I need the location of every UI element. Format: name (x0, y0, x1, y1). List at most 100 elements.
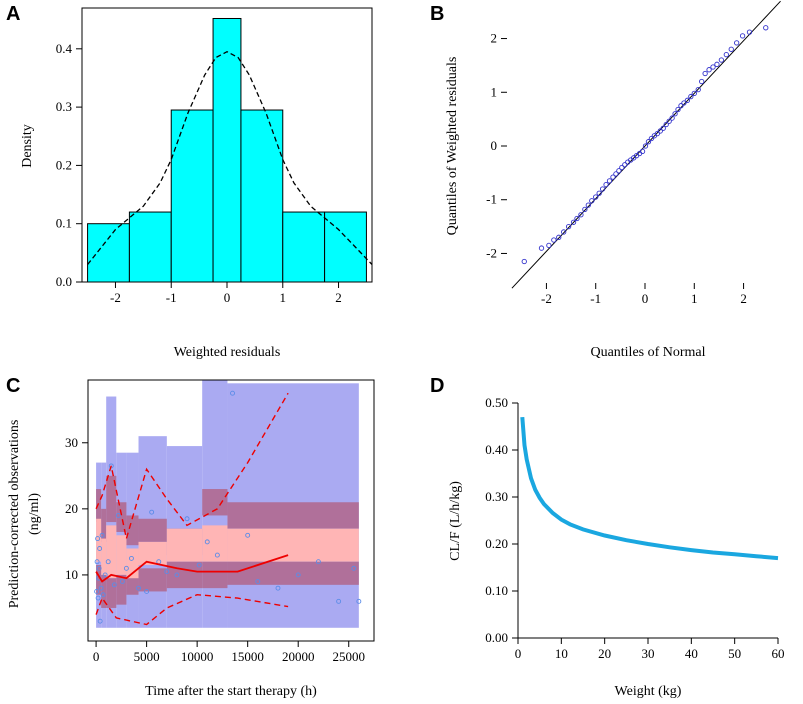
panel-a-y-axis-label: Density (20, 124, 35, 168)
observation-point (123, 565, 129, 571)
panel-c-x-axis-label: Time after the start therapy (h) (145, 684, 317, 699)
panel-c-x-tick-label: 10000 (181, 649, 214, 664)
observation-point (214, 552, 220, 558)
panel-c-bands (96, 380, 359, 628)
observation-point (97, 618, 103, 624)
panel-b-y-tick-label: -1 (486, 192, 497, 207)
panel-b-points (521, 25, 769, 265)
panel-d-y-tick-label: 0.30 (485, 489, 508, 504)
qq-point (706, 67, 712, 73)
panel-c: C 0 5000 10000 15000 20000 25000 10 20 30 Time … (6, 375, 375, 699)
panel-b-y-tick-label: -2 (486, 245, 497, 260)
panel-d-x-tick-label: 50 (728, 646, 741, 661)
qq-point (699, 78, 705, 85)
observation-point (174, 572, 180, 578)
histogram-bar (240, 109, 284, 283)
panel-b-y-tick-label: 0 (491, 138, 498, 153)
panel-c-median-line (95, 554, 289, 583)
panel-c-y-axis-unit: (ng/ml) (27, 493, 42, 535)
qq-point (728, 46, 734, 52)
panel-d-y-tick-label: 0.20 (485, 536, 508, 551)
histogram-bar (170, 109, 214, 283)
histogram-bar (282, 211, 326, 283)
qq-point (675, 106, 681, 113)
panel-d-letter: D (430, 375, 444, 397)
vpc-median-ci-band (166, 528, 203, 562)
qq-point (663, 121, 669, 128)
panel-d-y-tick-label: 0.10 (485, 583, 508, 598)
vpc-p5-ci-band (101, 574, 107, 608)
vpc-median-ci-band (101, 538, 107, 579)
qq-point (714, 61, 720, 67)
panel-c-p95-line (95, 392, 289, 539)
panel-d-x-tick-label: 10 (555, 646, 568, 661)
observation-point (245, 532, 251, 538)
qq-point (648, 135, 655, 142)
qq-point (746, 29, 753, 35)
panel-b-reference-line (511, 0, 781, 289)
panel-b-x-ticks: -2 -1 0 1 2 (541, 283, 747, 306)
panel-c-y-tick-label: 30 (65, 435, 78, 450)
observation-point (111, 582, 117, 588)
panel-a-x-tick-label: -2 (110, 290, 121, 305)
panel-d-x-ticks: 0 10 20 30 40 50 60 (515, 638, 785, 661)
observation-point (275, 585, 281, 591)
vpc-p5-ci-band (138, 568, 167, 592)
panel-a-density-curve (87, 50, 373, 265)
observation-point (95, 595, 101, 601)
vpc-p95-ci-band (202, 489, 228, 516)
qq-point (739, 33, 746, 39)
panel-a-bars (87, 17, 367, 283)
qq-point (570, 219, 577, 225)
qq-point (596, 190, 602, 196)
observation-point (164, 569, 170, 575)
panel-d-y-ticks: 0.00 0.10 0.20 0.30 0.40 0.50 (485, 395, 518, 645)
panel-d: D 0 10 20 30 40 50 60 0.00 0.10 0.20 0.30 0.40 0.50… (430, 375, 785, 699)
panel-c-y-tick-label: 20 (65, 501, 78, 516)
panel-d-x-tick-label: 60 (772, 646, 785, 661)
panel-c-x-tick-label: 5000 (134, 649, 160, 664)
panel-c-x-tick-label: 20000 (282, 649, 315, 664)
qq-point (616, 168, 622, 174)
vpc-p5-ci-band (106, 578, 117, 608)
observation-point (204, 539, 210, 545)
qq-point (645, 139, 652, 145)
vpc-median-ci-band (116, 535, 127, 575)
observation-point (136, 585, 141, 591)
panel-d-y-tick-label: 0.00 (485, 630, 508, 645)
qq-point (578, 212, 584, 218)
observation-point (196, 562, 202, 568)
panel-b-x-tick-label: 2 (740, 291, 747, 306)
qq-point (521, 258, 527, 265)
qq-point (606, 178, 613, 184)
qq-point (565, 223, 572, 230)
qq-point (672, 111, 678, 117)
observation-point (295, 572, 301, 578)
panel-d-curve (520, 416, 779, 561)
panel-b-y-axis-label: Quantiles of Weighted residuals (445, 57, 460, 236)
vpc-median-ci-band (138, 541, 167, 566)
panel-a: A -2 -1 0 1 2 0.0 0.1 0.2 0.3 0.4 Weighted resid… (6, 3, 373, 360)
observation-point (100, 592, 106, 598)
observation-point (105, 559, 111, 565)
panel-c-x-tick-label: 15000 (231, 649, 264, 664)
observation-point (184, 516, 190, 522)
qq-point (589, 198, 595, 204)
panel-d-x-tick-label: 40 (685, 646, 698, 661)
qq-point (619, 164, 625, 171)
panel-c-x-tick-label: 25000 (332, 649, 365, 664)
qq-point (691, 90, 697, 96)
qq-point (613, 171, 619, 177)
qq-point (622, 162, 628, 168)
observation-point (230, 390, 235, 396)
panel-a-x-ticks: -2 -1 0 1 2 (110, 282, 342, 305)
panel-a-letter: A (6, 3, 20, 25)
vpc-p95-ci-band (126, 515, 139, 546)
vpc-p5-ci-band (202, 561, 228, 589)
panel-c-p5-line (95, 593, 289, 626)
panel-a-y-ticks: 0.0 0.1 0.2 0.3 0.4 (56, 41, 82, 289)
qq-point (660, 125, 666, 131)
qq-point (593, 194, 599, 200)
qq-point (688, 93, 694, 100)
